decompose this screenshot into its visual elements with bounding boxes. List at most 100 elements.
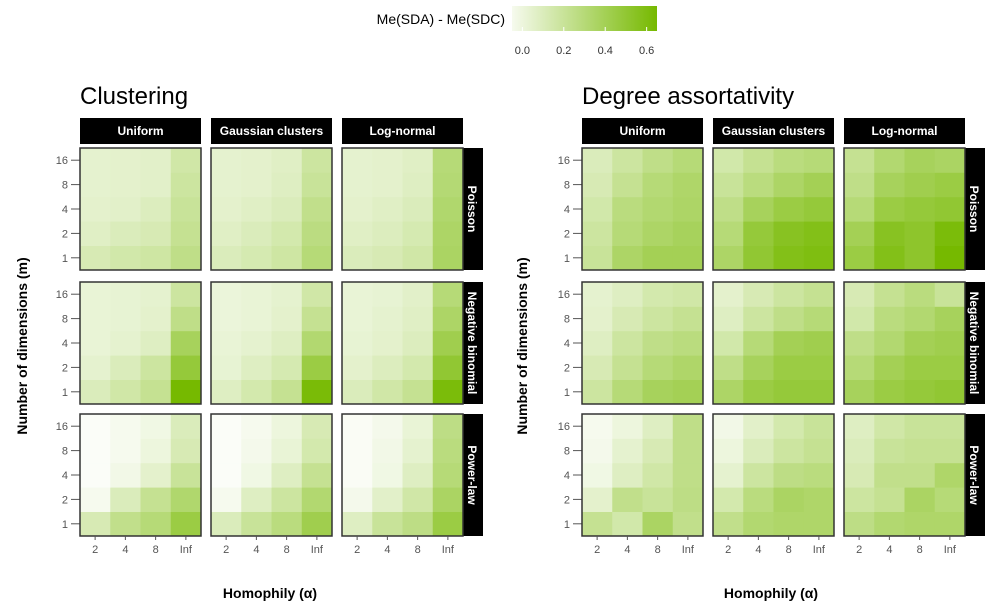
heatmap-cell [80,196,111,222]
heatmap-cell [402,511,434,537]
heatmap-cell [241,148,272,173]
heatmap-cell [713,330,744,356]
x-tick-label: 8 [786,544,792,556]
panel-border [79,413,202,537]
heatmap-cell [612,414,643,439]
heatmap-cell [612,379,643,405]
facet-row-strip [963,148,985,270]
heatmap-cell [80,306,111,332]
heatmap-cell [844,330,875,356]
heatmap-cell [402,306,434,332]
heatmap-cell [372,355,403,380]
heatmap-cell [140,221,172,246]
heatmap-cell [241,511,272,537]
heatmap-cell [904,462,936,488]
heatmap-cell [612,511,643,537]
facet-row-strip [963,414,985,536]
heatmap-cell [642,148,674,173]
heatmap-cell [844,355,875,380]
heatmap-cell [844,172,875,198]
y-tick-label: 4 [62,204,68,216]
heatmap-cell [342,414,373,439]
heatmap-cell [402,221,434,246]
heatmap-cell [301,245,333,271]
heatmap-cell [874,306,905,332]
heatmap-cell [432,306,464,332]
heatmap-cell [672,196,704,222]
heatmap-cell [372,379,403,405]
heatmap-cell [713,148,744,173]
y-tick-label: 16 [558,289,570,301]
heatmap-cell [582,487,613,512]
heatmap-cell [773,306,805,332]
heatmap-cell [170,306,202,332]
heatmap-cell [372,306,403,332]
heatmap-cell [672,306,704,332]
heatmap-cell [642,306,674,332]
heatmap-cell [432,282,464,307]
x-tick-label: 4 [122,544,128,556]
heatmap-cell [211,172,242,198]
heatmap-cell [140,196,172,222]
heatmap-cell [211,282,242,307]
heatmap-cell [211,355,242,380]
panel-border [210,281,333,405]
y-tick-label: 4 [62,338,68,350]
heatmap-cell [140,438,172,464]
heatmap-cell [372,221,403,246]
heatmap-cell [642,282,674,307]
heatmap-cell [140,414,172,439]
panel-border [712,147,835,271]
heatmap-cell [904,330,936,356]
heatmap-cell [271,245,303,271]
heatmap-cell [342,282,373,307]
y-tick-label: 2 [62,228,68,240]
heatmap-cell [672,148,704,173]
legend-colorbar [512,6,657,31]
heatmap-cell [743,221,774,246]
facet-row-strip [461,414,483,536]
facet-column-label: Log-normal [370,124,436,138]
heatmap-cell [904,196,936,222]
heatmap-cell [301,355,333,380]
legend-tick-label: 0.4 [598,45,613,57]
heatmap-cell [844,414,875,439]
heatmap-cell [934,282,966,307]
heatmap-cell [612,196,643,222]
facet-column-label: Uniform [118,124,164,138]
heatmap-cell [672,487,704,512]
heatmap-cell [110,511,141,537]
heatmap-cell [582,330,613,356]
heatmap-cell [432,487,464,512]
y-tick-label: 8 [62,180,68,192]
x-tick-label: 8 [415,544,421,556]
heatmap-cell [372,462,403,488]
heatmap-cell [170,221,202,246]
heatmap-cell [874,355,905,380]
heatmap-cell [582,414,613,439]
legend-tick-label: 0.0 [515,45,530,57]
heatmap-cell [170,148,202,173]
heatmap-cell [934,487,966,512]
heatmap-cell [211,462,242,488]
heatmap-cell [372,148,403,173]
heatmap-cell [672,414,704,439]
heatmap-cell [582,221,613,246]
heatmap-cell [80,148,111,173]
heatmap-cell [140,306,172,332]
heatmap-cell [271,221,303,246]
heatmap-cell [301,462,333,488]
heatmap-cell [80,511,111,537]
heatmap-cell [402,330,434,356]
heatmap-cell [241,414,272,439]
heatmap-cell [874,462,905,488]
heatmap-cell [80,414,111,439]
heatmap-cell [642,511,674,537]
heatmap-cell [342,330,373,356]
heatmap-cell [432,438,464,464]
y-tick-label: 1 [62,253,68,265]
heatmap-cell [211,330,242,356]
heatmap-chart: Clustering Uniform Gaussian clusters Log-no… [14,83,483,601]
heatmap-cell [743,511,774,537]
heatmap-cell [140,245,172,271]
